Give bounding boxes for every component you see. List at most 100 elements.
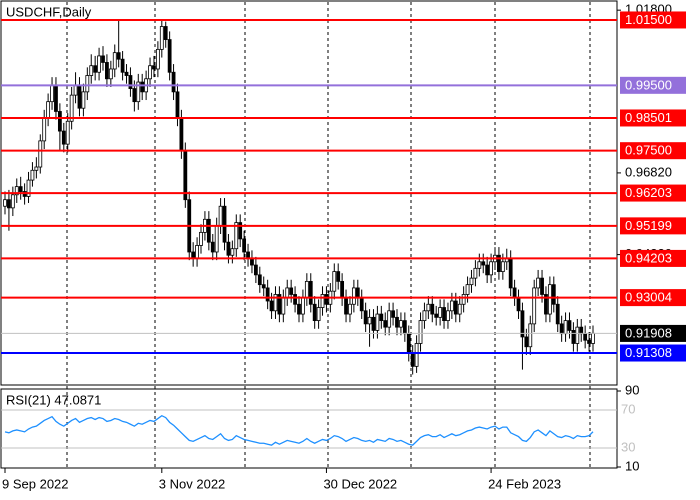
rsi-level-label: 30 xyxy=(621,439,635,454)
level-label: 0.97500 xyxy=(625,143,672,158)
candle-body xyxy=(273,294,278,312)
candle-body xyxy=(128,75,133,89)
candle-body xyxy=(14,186,19,196)
rsi-y-tick-label: 90 xyxy=(625,382,639,397)
level-label-box xyxy=(620,184,686,202)
candle-body xyxy=(234,222,239,250)
level-label-box xyxy=(620,11,686,29)
candle-body xyxy=(222,205,227,243)
candle-body xyxy=(152,65,156,70)
candle-body xyxy=(355,287,360,299)
level-label-box xyxy=(620,249,686,267)
candle-body xyxy=(120,58,125,73)
candle-body xyxy=(242,238,247,253)
candle-body xyxy=(116,52,121,60)
rsi-panel-frame xyxy=(0,388,618,469)
candle-body xyxy=(583,333,588,341)
candle-body xyxy=(250,258,254,266)
candle-body xyxy=(508,258,513,289)
candle-body xyxy=(73,84,78,96)
candle-body xyxy=(402,320,407,335)
candle-body xyxy=(199,231,203,246)
candle-body xyxy=(10,194,15,209)
candle-body xyxy=(97,55,101,73)
candle-body xyxy=(289,287,294,295)
candle-body xyxy=(591,332,595,344)
candle-body xyxy=(218,205,223,227)
candle-body xyxy=(399,320,403,328)
candle-body xyxy=(269,300,274,312)
candle-body xyxy=(312,303,317,322)
level-label-box xyxy=(620,142,686,160)
current-price-label: 0.91908 xyxy=(625,325,672,340)
candle-body xyxy=(367,316,372,325)
candle-body xyxy=(516,297,521,312)
candle-body xyxy=(206,218,211,243)
level-label-box xyxy=(620,109,686,127)
candle-body xyxy=(26,179,31,197)
candle-body xyxy=(61,130,66,145)
candle-body xyxy=(105,62,109,80)
candle-body xyxy=(477,261,482,269)
candle-body xyxy=(46,101,51,119)
candle-body xyxy=(336,271,341,282)
candle-body xyxy=(500,261,505,272)
candle-body xyxy=(418,320,423,344)
candle-body xyxy=(442,307,446,322)
candle-body xyxy=(108,68,113,80)
level-label: 0.96203 xyxy=(625,185,672,200)
candle-body xyxy=(567,320,572,331)
candle-body xyxy=(481,261,486,266)
current-price-box xyxy=(620,324,686,342)
candle-body xyxy=(308,280,313,305)
candle-body xyxy=(449,300,454,312)
candle-body xyxy=(461,294,466,305)
level-label: 0.99500 xyxy=(625,77,672,92)
candle-body xyxy=(438,307,443,318)
candle-body xyxy=(520,310,525,338)
x-tick-label: 24 Feb 2023 xyxy=(488,476,561,491)
candle-body xyxy=(226,241,231,256)
candle-body xyxy=(253,264,258,276)
candle-body xyxy=(555,303,560,325)
candle-body xyxy=(293,294,297,305)
candle-body xyxy=(34,166,39,171)
candle-body xyxy=(285,287,290,299)
candle-body xyxy=(277,294,282,315)
candle-body xyxy=(489,261,493,276)
candle-body xyxy=(391,310,395,318)
candle-body xyxy=(383,320,388,328)
candle-body xyxy=(410,352,415,367)
candle-body xyxy=(132,88,137,103)
candle-body xyxy=(363,310,368,325)
candle-body xyxy=(406,333,411,354)
candle-body xyxy=(387,310,392,328)
candle-body xyxy=(167,39,172,73)
candle-body xyxy=(540,277,544,295)
chart-title: USDCHF,Daily xyxy=(6,4,92,19)
candle-body xyxy=(324,294,329,305)
candle-body xyxy=(89,65,94,76)
candle-body xyxy=(551,284,556,305)
candle-body xyxy=(210,241,215,253)
candle-body xyxy=(453,300,458,315)
candle-body xyxy=(57,111,62,132)
candle-body xyxy=(50,84,54,103)
candle-body xyxy=(473,267,478,279)
candle-body xyxy=(140,81,145,93)
candle-body xyxy=(512,287,517,299)
level-label-box xyxy=(620,76,686,94)
level-label-box xyxy=(620,289,686,307)
level-label-box xyxy=(620,344,686,362)
candle-body xyxy=(230,248,235,256)
rsi-line xyxy=(4,414,594,446)
candle-body xyxy=(395,316,399,328)
plot-layer: 1.018000.968200.943201.015000.995000.985… xyxy=(1,2,686,491)
candle-body xyxy=(348,303,352,315)
level-label: 0.98501 xyxy=(625,110,672,125)
candle-body xyxy=(371,316,376,331)
candle-body xyxy=(65,120,70,145)
candle-body xyxy=(281,297,286,315)
candle-body xyxy=(563,320,568,335)
candle-body xyxy=(426,303,431,312)
